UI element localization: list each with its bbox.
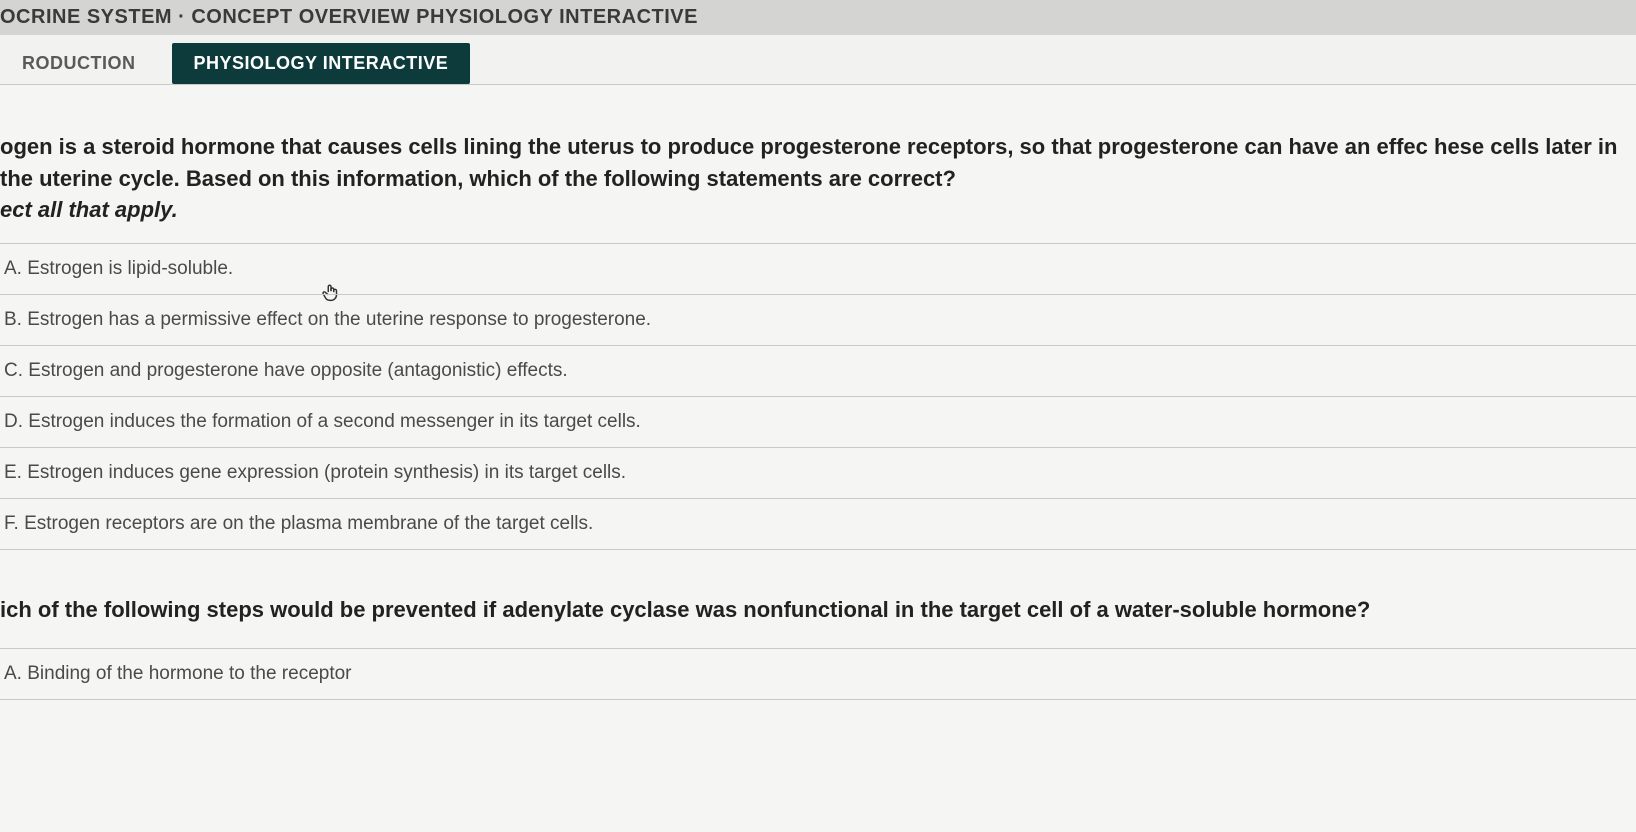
question-1: ogen is a steroid hormone that causes ce… <box>0 131 1636 550</box>
option-a[interactable]: A. Estrogen is lipid-soluble. <box>0 243 1636 294</box>
option-d[interactable]: D. Estrogen induces the formation of a s… <box>0 396 1636 447</box>
breadcrumb-text: OCRINE SYSTEM · CONCEPT OVERVIEW PHYSIOL… <box>0 6 698 28</box>
option-text: Binding of the hormone to the receptor <box>27 663 351 684</box>
question-stem: ich of the following steps would be prev… <box>0 594 1636 626</box>
option-text: Estrogen induces the formation of a seco… <box>28 411 641 432</box>
option-f[interactable]: F. Estrogen receptors are on the plasma … <box>0 498 1636 550</box>
question-instruction: ect all that apply. <box>0 197 1636 223</box>
tabs-row: RODUCTION PHYSIOLOGY INTERACTIVE <box>0 35 1636 85</box>
option-b[interactable]: B. Estrogen has a permissive effect on t… <box>0 294 1636 345</box>
tab-physiology-interactive[interactable]: PHYSIOLOGY INTERACTIVE <box>172 43 471 84</box>
option-letter: E. <box>4 462 22 483</box>
option-letter: A. <box>4 258 22 279</box>
option-text: Estrogen receptors are on the plasma mem… <box>24 513 593 534</box>
tab-label: PHYSIOLOGY INTERACTIVE <box>194 53 449 73</box>
option-text: Estrogen and progesterone have opposite … <box>28 360 567 381</box>
breadcrumb-bar: OCRINE SYSTEM · CONCEPT OVERVIEW PHYSIOL… <box>0 0 1636 35</box>
option-letter: B. <box>4 309 22 330</box>
option-letter: C. <box>4 360 23 381</box>
option-text: Estrogen is lipid-soluble. <box>27 258 233 279</box>
question-stem: ogen is a steroid hormone that causes ce… <box>0 131 1636 195</box>
option-letter: D. <box>4 411 23 432</box>
option-text: Estrogen has a permissive effect on the … <box>27 309 651 330</box>
option-e[interactable]: E. Estrogen induces gene expression (pro… <box>0 447 1636 498</box>
tab-label: RODUCTION <box>22 53 136 73</box>
option-text: Estrogen induces gene expression (protei… <box>27 462 626 483</box>
option-c[interactable]: C. Estrogen and progesterone have opposi… <box>0 345 1636 396</box>
option-letter: F. <box>4 513 19 534</box>
option-a[interactable]: A. Binding of the hormone to the recepto… <box>0 648 1636 700</box>
content-region: ogen is a steroid hormone that causes ce… <box>0 85 1636 700</box>
tab-introduction[interactable]: RODUCTION <box>0 43 158 84</box>
question-2: ich of the following steps would be prev… <box>0 594 1636 700</box>
option-letter: A. <box>4 663 22 684</box>
